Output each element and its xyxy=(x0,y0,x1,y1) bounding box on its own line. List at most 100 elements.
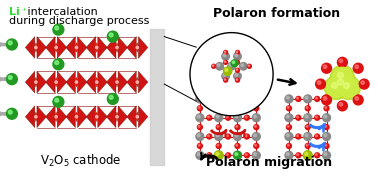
Circle shape xyxy=(338,57,347,67)
Circle shape xyxy=(198,144,200,146)
Circle shape xyxy=(318,81,321,84)
Circle shape xyxy=(296,115,301,120)
Polygon shape xyxy=(66,71,75,93)
Circle shape xyxy=(8,110,12,114)
Circle shape xyxy=(361,81,364,84)
Circle shape xyxy=(316,116,317,118)
Circle shape xyxy=(330,72,354,96)
Circle shape xyxy=(324,76,348,99)
Circle shape xyxy=(234,95,242,103)
Polygon shape xyxy=(98,106,107,128)
Circle shape xyxy=(235,50,240,54)
Circle shape xyxy=(6,74,17,85)
Polygon shape xyxy=(66,106,75,128)
Circle shape xyxy=(306,125,308,127)
Circle shape xyxy=(324,144,329,148)
Circle shape xyxy=(322,95,330,103)
Polygon shape xyxy=(98,71,107,93)
Circle shape xyxy=(116,81,118,83)
Circle shape xyxy=(196,132,204,141)
Circle shape xyxy=(223,67,232,75)
Circle shape xyxy=(325,144,327,146)
Polygon shape xyxy=(138,106,148,128)
Circle shape xyxy=(109,33,113,37)
Circle shape xyxy=(304,95,312,103)
Circle shape xyxy=(255,144,256,146)
Circle shape xyxy=(338,101,347,111)
Circle shape xyxy=(222,72,229,80)
Polygon shape xyxy=(115,112,119,122)
Polygon shape xyxy=(127,37,136,58)
Polygon shape xyxy=(86,71,96,93)
Circle shape xyxy=(339,103,342,106)
Circle shape xyxy=(35,116,37,118)
Polygon shape xyxy=(25,106,35,128)
Polygon shape xyxy=(135,112,139,122)
Polygon shape xyxy=(118,71,127,93)
Polygon shape xyxy=(127,106,136,128)
Circle shape xyxy=(116,46,118,49)
Circle shape xyxy=(254,144,259,148)
Polygon shape xyxy=(74,43,78,52)
Circle shape xyxy=(197,153,200,155)
Circle shape xyxy=(245,134,249,139)
Circle shape xyxy=(55,46,57,49)
Circle shape xyxy=(214,151,223,160)
Circle shape xyxy=(287,134,289,137)
Circle shape xyxy=(247,64,251,68)
Text: Polaron formation: Polaron formation xyxy=(212,7,340,20)
Circle shape xyxy=(235,78,240,82)
Circle shape xyxy=(330,65,354,89)
Circle shape xyxy=(55,116,57,118)
Circle shape xyxy=(285,95,293,103)
Circle shape xyxy=(296,96,301,101)
Text: during discharge process: during discharge process xyxy=(9,16,149,26)
Circle shape xyxy=(197,115,200,118)
Circle shape xyxy=(216,63,223,70)
Circle shape xyxy=(324,153,327,155)
Polygon shape xyxy=(118,106,127,128)
Circle shape xyxy=(235,115,238,118)
Polygon shape xyxy=(66,37,75,58)
Circle shape xyxy=(325,107,327,108)
Polygon shape xyxy=(95,43,99,52)
Circle shape xyxy=(254,96,257,99)
Circle shape xyxy=(338,72,343,78)
Circle shape xyxy=(255,125,256,127)
Polygon shape xyxy=(74,112,78,122)
Polygon shape xyxy=(77,106,87,128)
Circle shape xyxy=(55,81,57,83)
Circle shape xyxy=(235,153,238,155)
Circle shape xyxy=(55,98,59,102)
Circle shape xyxy=(253,151,260,159)
Polygon shape xyxy=(77,37,87,58)
Circle shape xyxy=(212,64,216,68)
Circle shape xyxy=(324,125,329,130)
Polygon shape xyxy=(86,106,96,128)
Polygon shape xyxy=(34,112,38,122)
Circle shape xyxy=(314,96,320,101)
Circle shape xyxy=(304,151,312,159)
Circle shape xyxy=(305,153,308,155)
Circle shape xyxy=(253,114,260,122)
Circle shape xyxy=(236,125,238,127)
Circle shape xyxy=(285,151,293,159)
Circle shape xyxy=(255,107,256,108)
Circle shape xyxy=(245,154,247,155)
Circle shape xyxy=(353,63,363,73)
Circle shape xyxy=(287,153,289,155)
Polygon shape xyxy=(138,37,148,58)
Circle shape xyxy=(305,125,310,130)
Polygon shape xyxy=(135,43,139,52)
Circle shape xyxy=(323,97,327,100)
Polygon shape xyxy=(57,37,67,58)
Circle shape xyxy=(322,151,330,159)
Polygon shape xyxy=(115,43,119,52)
Circle shape xyxy=(226,153,231,158)
Circle shape xyxy=(228,63,235,70)
Circle shape xyxy=(229,64,232,66)
Polygon shape xyxy=(74,77,78,87)
Circle shape xyxy=(75,46,77,49)
Circle shape xyxy=(216,152,219,155)
Circle shape xyxy=(304,132,312,141)
